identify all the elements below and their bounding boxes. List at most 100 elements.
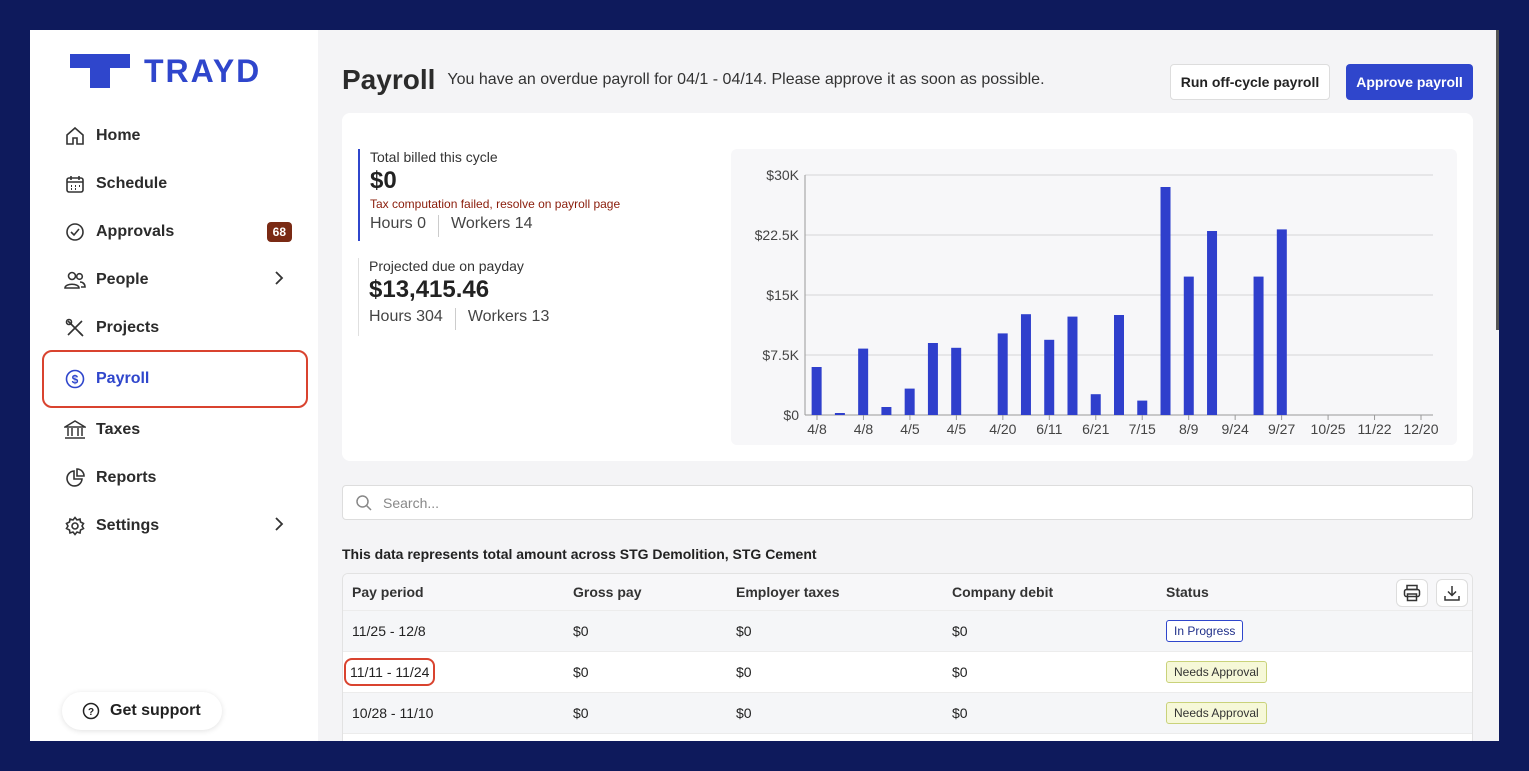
highlighted-pay-period[interactable]: 11/11 - 11/24	[343, 658, 436, 686]
column-header-gross-pay[interactable]: Gross pay	[573, 584, 642, 600]
bar[interactable]	[811, 367, 822, 415]
bar[interactable]	[927, 343, 938, 415]
sidebar-item-taxes[interactable]: Taxes	[44, 406, 306, 454]
sidebar-item-approvals[interactable]: Approvals 68	[44, 208, 306, 256]
get-support-button[interactable]: ? Get support	[62, 692, 222, 730]
bar[interactable]	[881, 407, 892, 415]
sidebar-item-reports[interactable]: Reports	[44, 454, 306, 502]
column-header-status[interactable]: Status	[1166, 584, 1209, 600]
sidebar-item-home[interactable]: Home	[44, 112, 306, 160]
employer-taxes-cell: $0	[736, 664, 752, 680]
bar[interactable]	[1183, 276, 1194, 415]
status-cell: Needs Approval	[1166, 652, 1267, 692]
y-tick-label: $15K	[766, 287, 799, 303]
bar[interactable]	[1114, 315, 1124, 415]
bar[interactable]	[1207, 231, 1218, 415]
bar[interactable]	[1090, 394, 1101, 415]
sidebar: TRAYD Home Schedule Approvals 68	[30, 30, 318, 741]
employer-taxes-cell: $0	[736, 705, 752, 721]
logo-text: TRAYD	[144, 52, 262, 89]
billed-hours: Hours 0	[370, 215, 427, 232]
projected-due-stat: Projected due on payday $13,415.46 Hours…	[358, 258, 549, 336]
sidebar-item-label: Settings	[96, 517, 160, 534]
bar[interactable]	[1137, 400, 1148, 415]
sidebar-item-label: Approvals	[96, 223, 175, 240]
total-billed-stat: Total billed this cycle $0 Tax computati…	[358, 149, 620, 241]
payroll-table: Pay period Gross pay Employer taxes Comp…	[342, 573, 1473, 741]
data-scope-note: This data represents total amount across…	[342, 546, 817, 562]
total-billed-label: Total billed this cycle	[370, 149, 498, 165]
column-header-employer-taxes[interactable]: Employer taxes	[736, 584, 840, 600]
x-tick-label: 4/8	[854, 421, 874, 437]
column-header-pay-period[interactable]: Pay period	[352, 584, 424, 600]
table-row[interactable]: 11/11 - 11/24 $0 $0 $0 Needs Approval	[343, 652, 1472, 693]
check-circle-icon	[64, 221, 86, 243]
svg-text:$: $	[72, 373, 79, 387]
gross-pay-cell: $0	[573, 623, 589, 639]
sidebar-item-label: Home	[96, 127, 141, 144]
tax-error-message: Tax computation failed, resolve on payro…	[370, 197, 621, 211]
status-badge: In Progress	[1166, 620, 1244, 642]
bar[interactable]	[1067, 316, 1078, 415]
sidebar-item-schedule[interactable]: Schedule	[44, 160, 306, 208]
bar[interactable]	[1276, 229, 1287, 415]
search-input[interactable]	[383, 494, 1383, 511]
table-row[interactable]: 11/25 - 12/8 $0 $0 $0 In Progress	[343, 611, 1472, 652]
y-tick-label: $7.5K	[762, 347, 799, 363]
chart-svg: $0 $7.5K $15K $22.5K $30K 4/8 4/8 4/5 4/5 4/20 6/1…	[755, 167, 1439, 437]
bar[interactable]	[904, 388, 915, 415]
bar[interactable]	[1020, 314, 1031, 415]
projected-due-meta: Hours 304 Workers 13	[369, 308, 549, 330]
company-debit-cell: $0	[952, 623, 968, 639]
total-billed-value: $0	[370, 167, 397, 194]
pay-period-cell: 11/11 - 11/24	[343, 652, 436, 692]
table-row[interactable]: 10/28 - 11/10 $0 $0 $0 Needs Approval	[343, 693, 1472, 734]
bar[interactable]	[858, 348, 869, 415]
bar[interactable]	[951, 347, 962, 415]
pay-period-cell: 11/25 - 12/8	[352, 623, 426, 639]
sidebar-item-settings[interactable]: Settings	[44, 502, 306, 550]
sidebar-item-projects[interactable]: Projects	[44, 304, 306, 352]
sidebar-item-label: Projects	[96, 319, 160, 336]
help-circle-icon: ?	[82, 702, 100, 720]
divider	[454, 308, 456, 330]
employer-taxes-cell: $0	[736, 623, 752, 639]
page-title: Payroll	[342, 64, 436, 95]
approvals-count-badge: 68	[266, 222, 292, 242]
status-cell: In Progress	[1166, 611, 1244, 651]
status-badge: Needs Approval	[1166, 661, 1267, 683]
status-cell: Needs Approval	[1166, 693, 1267, 733]
print-button[interactable]	[1396, 579, 1428, 607]
x-tick-label: 11/22	[1358, 421, 1392, 437]
logo[interactable]: TRAYD	[70, 52, 261, 90]
x-tick-label: 4/5	[900, 421, 920, 437]
projected-due-label: Projected due on payday	[369, 258, 524, 274]
svg-text:?: ?	[88, 707, 94, 718]
bar[interactable]	[997, 333, 1008, 415]
sidebar-item-label: Reports	[96, 469, 157, 486]
sidebar-item-people[interactable]: People	[44, 256, 306, 304]
status-badge: Needs Approval	[1166, 702, 1267, 724]
sidebar-item-payroll[interactable]: $ Payroll	[42, 350, 308, 408]
column-header-company-debit[interactable]: Company debit	[952, 584, 1054, 600]
sidebar-nav: Home Schedule Approvals 68 People	[42, 112, 308, 550]
bar[interactable]	[1160, 187, 1171, 415]
projected-due-value: $13,415.46	[369, 276, 490, 303]
bar[interactable]	[834, 413, 845, 415]
run-off-cycle-payroll-button[interactable]: Run off-cycle payroll	[1170, 64, 1330, 100]
trayd-logo-icon	[70, 54, 130, 88]
x-tick-label: 4/8	[807, 421, 827, 437]
printer-icon	[1403, 584, 1421, 602]
people-icon	[64, 269, 86, 291]
approve-payroll-button[interactable]: Approve payroll	[1346, 64, 1473, 100]
company-debit-cell: $0	[952, 664, 968, 680]
search-icon	[355, 494, 373, 512]
bar[interactable]	[1044, 339, 1055, 415]
search-bar	[342, 485, 1473, 520]
page-scrollbar[interactable]	[1496, 30, 1499, 330]
dollar-icon: $	[64, 368, 86, 390]
download-button[interactable]	[1436, 579, 1468, 607]
bar[interactable]	[1253, 276, 1264, 415]
total-billed-meta: Hours 0 Workers 14	[370, 215, 620, 237]
gross-pay-cell: $0	[573, 664, 589, 680]
